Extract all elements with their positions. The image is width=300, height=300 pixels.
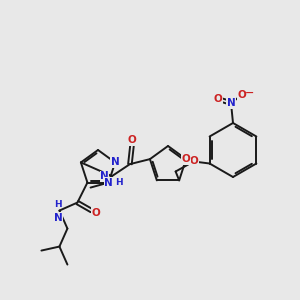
Text: O: O bbox=[238, 90, 246, 100]
Text: O: O bbox=[128, 135, 136, 145]
Text: H: H bbox=[55, 200, 62, 208]
Text: N: N bbox=[54, 213, 63, 223]
Text: N: N bbox=[100, 171, 109, 181]
Text: O: O bbox=[91, 208, 100, 218]
Text: N: N bbox=[111, 158, 119, 167]
Text: N: N bbox=[226, 98, 236, 108]
Text: −: − bbox=[245, 88, 255, 98]
Text: N: N bbox=[104, 178, 113, 188]
Text: O: O bbox=[182, 154, 190, 164]
Text: O: O bbox=[214, 94, 222, 104]
Text: O: O bbox=[189, 157, 198, 166]
Text: H: H bbox=[115, 178, 123, 187]
